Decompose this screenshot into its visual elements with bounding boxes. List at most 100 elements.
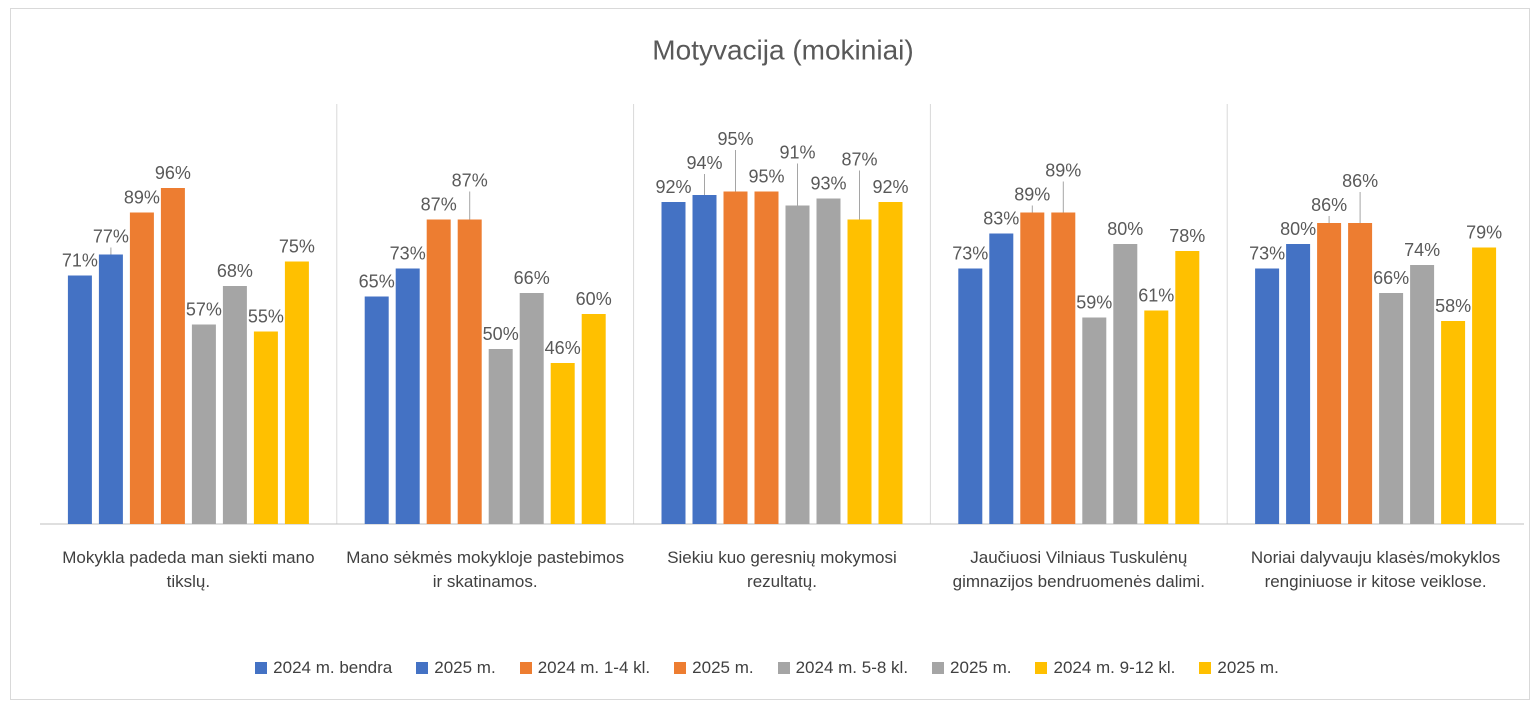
data-label: 89% xyxy=(1014,184,1050,204)
data-label: 60% xyxy=(576,289,612,309)
legend-swatch xyxy=(777,662,790,674)
data-label: 95% xyxy=(748,166,784,186)
chart-title: Motyvacija (mokiniai) xyxy=(652,34,913,65)
data-label: 74% xyxy=(1404,240,1440,260)
bar xyxy=(581,314,606,524)
bar xyxy=(98,254,123,524)
legend-label: 2025 m. xyxy=(950,658,1012,677)
data-label: 66% xyxy=(514,268,550,288)
legend-swatch xyxy=(1199,662,1212,674)
data-label: 46% xyxy=(545,338,581,358)
legend-item: 2024 m. 9-12 kl. xyxy=(1035,658,1175,678)
legend-label: 2024 m. 1-4 kl. xyxy=(537,658,651,677)
bar xyxy=(1317,223,1342,524)
bar xyxy=(1286,244,1311,524)
legend-swatch xyxy=(255,662,268,674)
data-label: 86% xyxy=(1342,171,1378,191)
legend-item: 2025 m. xyxy=(416,658,496,678)
data-label: 89% xyxy=(124,187,160,207)
legend-label: 2024 m. bendra xyxy=(273,658,393,677)
data-label: 80% xyxy=(1280,219,1316,239)
data-label: 65% xyxy=(359,271,395,291)
bar xyxy=(457,219,482,524)
bar xyxy=(661,202,686,524)
bar xyxy=(160,188,185,524)
data-label: 92% xyxy=(655,177,691,197)
bar xyxy=(692,195,717,524)
bar xyxy=(364,296,389,524)
data-label: 73% xyxy=(952,243,988,263)
bar xyxy=(488,349,513,524)
x-tick-label: Noriai dalyvauju klasės/mokyklos rengini… xyxy=(1250,548,1501,591)
legend-item: 2025 m. xyxy=(674,658,754,678)
bar xyxy=(1410,265,1435,524)
bar xyxy=(284,261,309,524)
data-label: 58% xyxy=(1435,296,1471,316)
legend-swatch xyxy=(674,662,687,674)
data-label: 87% xyxy=(841,149,877,169)
bar xyxy=(1472,247,1497,524)
data-label: 75% xyxy=(279,236,315,256)
legend-swatch xyxy=(519,662,532,674)
bar xyxy=(1441,321,1466,524)
data-label: 55% xyxy=(248,306,284,326)
bar xyxy=(253,331,278,524)
data-label: 79% xyxy=(1466,222,1502,242)
data-label: 87% xyxy=(421,194,457,214)
data-label: 96% xyxy=(155,163,191,183)
bar xyxy=(989,233,1014,524)
legend-label: 2024 m. 9-12 kl. xyxy=(1053,658,1176,677)
data-label: 92% xyxy=(872,177,908,197)
x-tick-label: Jaučiuosi Vilniaus Tuskulėnų gimnazijos … xyxy=(952,548,1205,591)
legend-item: 2024 m. 5-8 kl. xyxy=(777,658,908,678)
bar xyxy=(67,275,92,524)
bar xyxy=(1348,223,1373,524)
data-label: 61% xyxy=(1138,285,1174,305)
data-label: 50% xyxy=(483,324,519,344)
bar xyxy=(1051,212,1076,524)
bar xyxy=(754,191,779,524)
bar xyxy=(395,268,420,524)
bar xyxy=(847,219,872,524)
data-label: 95% xyxy=(717,129,753,149)
bar xyxy=(723,191,748,524)
bar xyxy=(191,324,216,524)
legend-swatch xyxy=(1035,662,1048,674)
x-tick-label: Siekiu kuo geresnių mokymosi rezultatų. xyxy=(667,548,897,591)
data-label: 93% xyxy=(810,173,846,193)
bar xyxy=(785,205,810,524)
legend-swatch xyxy=(932,662,945,674)
bar xyxy=(129,212,154,524)
x-tick-label: Mokykla padeda man siekti mano tikslų. xyxy=(62,548,315,591)
bar xyxy=(1082,317,1107,524)
bar xyxy=(426,219,451,524)
data-label: 77% xyxy=(93,226,129,246)
data-label: 66% xyxy=(1373,268,1409,288)
data-label: 57% xyxy=(186,299,222,319)
legend-item: 2025 m. xyxy=(1199,658,1279,678)
data-label: 87% xyxy=(452,170,488,190)
data-label: 89% xyxy=(1045,160,1081,180)
legend-item: 2024 m. 1-4 kl. xyxy=(519,658,651,678)
data-label: 91% xyxy=(779,142,815,162)
data-label: 94% xyxy=(686,153,722,173)
bar xyxy=(222,286,247,524)
bar xyxy=(816,198,841,524)
data-label: 80% xyxy=(1107,219,1143,239)
bar xyxy=(550,363,575,524)
data-label: 71% xyxy=(62,250,98,270)
legend-item: 2024 m. bendra xyxy=(255,658,392,678)
data-label: 86% xyxy=(1311,195,1347,215)
data-label: 73% xyxy=(390,243,426,263)
legend-item: 2025 m. xyxy=(932,658,1011,678)
bar xyxy=(519,293,544,524)
legend-label: 2025 m. xyxy=(692,658,754,677)
legend: 2024 m. bendra 2025 m. 2024 m. 1-4 kl. 2025… xyxy=(0,658,1534,678)
bar xyxy=(878,202,903,524)
bar xyxy=(1144,310,1169,524)
bar xyxy=(958,268,983,524)
legend-label: 2025 m. xyxy=(434,658,496,677)
data-label: 83% xyxy=(983,208,1019,228)
